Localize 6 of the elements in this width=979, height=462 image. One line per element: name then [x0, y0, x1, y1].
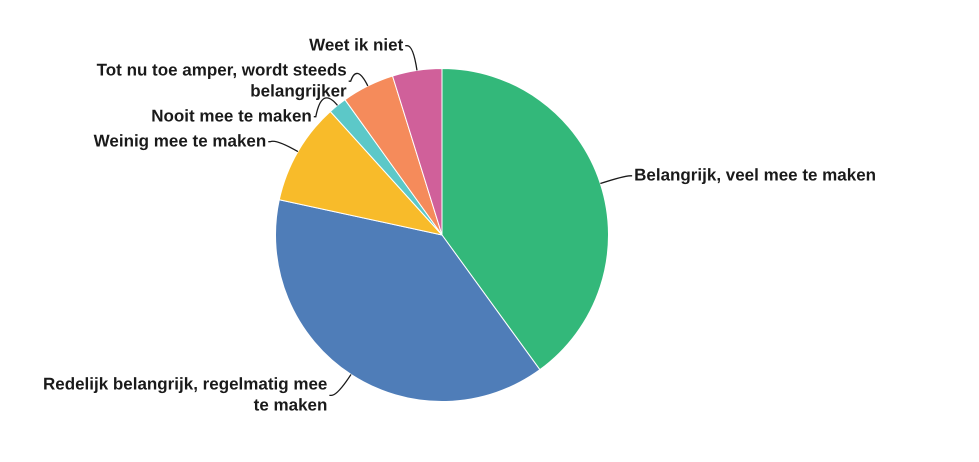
slice-label: Belangrijk, veel mee te maken: [634, 166, 876, 185]
slice-label: Nooit mee te maken: [151, 106, 312, 126]
slice-label: Weet ik niet: [309, 35, 404, 54]
slice-label: Tot nu toe amper, wordt steeds belangrijker: [96, 60, 348, 100]
slice-label: Redelijk belangrijk, regelmatig mee te maken: [42, 374, 328, 415]
slice-label: Weinig mee te maken: [94, 131, 266, 150]
